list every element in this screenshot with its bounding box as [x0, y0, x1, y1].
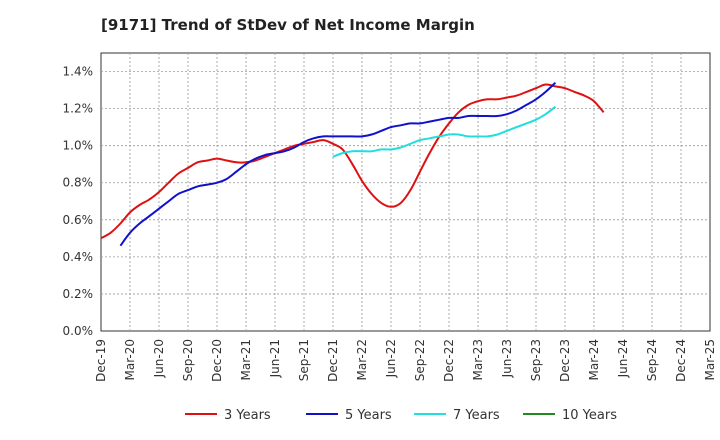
x-tick-label: Mar-22 [355, 339, 369, 380]
x-tick-label: Mar-20 [123, 339, 137, 380]
x-tick-label: Dec-20 [210, 339, 224, 382]
x-tick-label: Sep-24 [645, 339, 659, 381]
y-tick-label: 1.4% [63, 65, 94, 79]
plot-area [100, 52, 711, 332]
series-lines [100, 81, 605, 247]
x-tick-label: Dec-24 [674, 339, 688, 382]
legend-label-10-years: 10 Years [562, 408, 617, 423]
x-tick-label: Dec-19 [94, 339, 108, 382]
y-axis-ticks: 0.0% 0.2% 0.4% 0.6% 0.8% 1.0% 1.2% 1.4% [63, 65, 94, 338]
y-tick-label: 0.4% [63, 250, 94, 264]
x-tick-label: Jun-23 [500, 339, 514, 378]
x-tick-label: Sep-21 [297, 339, 311, 381]
x-tick-label: Sep-23 [529, 339, 543, 381]
plot-frame [100, 52, 711, 332]
x-tick-label: Jun-24 [616, 339, 630, 378]
y-tick-label: 1.2% [63, 102, 94, 116]
x-tick-label: Jun-20 [152, 339, 166, 378]
x-tick-label: Jun-22 [384, 339, 398, 378]
y-tick-label: 0.2% [63, 287, 94, 301]
y-tick-label: 0.6% [63, 213, 94, 227]
series-line-3-years [100, 83, 605, 240]
x-tick-label: Mar-21 [239, 339, 253, 380]
legend: 3 Years 5 Years 7 Years 10 Years [185, 408, 617, 423]
legend-label-7-years: 7 Years [453, 408, 500, 423]
x-tick-label: Mar-24 [587, 339, 601, 380]
y-tick-label: 0.0% [63, 324, 94, 338]
x-tick-label: Mar-23 [471, 339, 485, 380]
y-tick-label: 1.0% [63, 139, 94, 153]
x-tick-label: Sep-22 [413, 339, 427, 381]
series-line-5-years [119, 81, 557, 247]
x-tick-label: Dec-21 [326, 339, 340, 382]
x-tick-label: Dec-22 [442, 339, 456, 382]
legend-label-5-years: 5 Years [345, 408, 392, 423]
series-line-7-years [332, 105, 557, 158]
x-tick-label: Dec-23 [558, 339, 572, 382]
chart-title: [9171] Trend of StDev of Net Income Marg… [101, 16, 475, 34]
legend-label-3-years: 3 Years [224, 408, 271, 423]
x-tick-label: Jun-21 [268, 339, 282, 378]
x-tick-label: Sep-20 [181, 339, 195, 381]
y-tick-label: 0.8% [63, 176, 94, 190]
x-tick-label: Mar-25 [703, 339, 717, 380]
x-axis-ticks: Dec-19 Mar-20 Jun-20 Sep-20 Dec-20 Mar-21 Jun-… [94, 339, 717, 382]
